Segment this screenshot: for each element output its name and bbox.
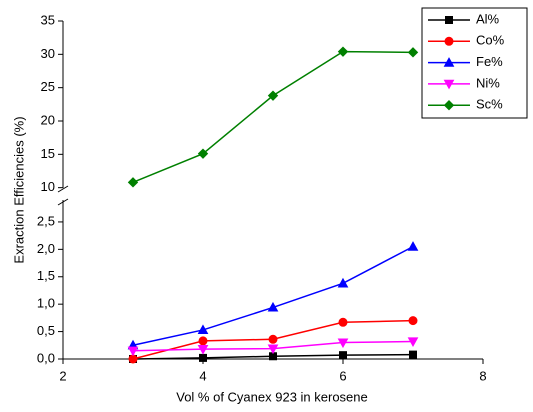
marker: [198, 336, 208, 346]
marker: [407, 47, 419, 58]
marker: [409, 350, 417, 359]
x-tick-label: 2: [59, 368, 66, 383]
legend-marker: [443, 99, 455, 111]
x-axis-title: Vol % of Cyanex 923 in kerosene: [176, 389, 368, 404]
y-tick-label: 0,5: [37, 323, 55, 338]
y2-tick-label: 35: [41, 12, 55, 27]
marker: [339, 351, 347, 360]
marker: [337, 277, 349, 288]
marker: [338, 317, 348, 327]
marker: [197, 345, 209, 355]
marker: [197, 324, 209, 335]
y-tick-label: 2,5: [37, 213, 55, 228]
marker: [127, 346, 139, 357]
marker: [408, 316, 418, 326]
marker: [268, 334, 278, 344]
y-tick-label: 1,5: [37, 268, 55, 283]
legend-marker: [445, 16, 453, 24]
y-tick-label: 2,0: [37, 241, 55, 256]
y2-tick-label: 15: [41, 146, 55, 161]
legend-marker: [444, 36, 454, 46]
marker: [197, 148, 209, 159]
axis-break: [57, 185, 69, 193]
marker: [337, 46, 349, 57]
x-tick-label: 8: [479, 368, 486, 383]
marker: [407, 337, 419, 347]
y2-tick-label: 25: [41, 79, 55, 94]
x-tick-label: 6: [339, 368, 346, 383]
y2-tick-label: 20: [41, 112, 55, 127]
y2-tick-label: 10: [41, 179, 55, 194]
marker: [267, 90, 279, 101]
legend-marker: [443, 57, 455, 67]
series-line: [132, 245, 414, 347]
marker: [337, 338, 349, 349]
x-tick-label: 4: [199, 368, 206, 383]
marker: [267, 301, 279, 312]
y2-tick-label: 30: [41, 46, 55, 61]
legend-label: Ni%: [476, 75, 500, 90]
marker: [407, 241, 419, 251]
legend-label: Sc%: [476, 97, 503, 112]
axis-break: [57, 198, 69, 206]
legend-label: Al%: [476, 11, 500, 26]
y-axis-title: Exraction Efficiencies (%): [11, 116, 26, 263]
y-tick-label: 0,0: [37, 350, 55, 365]
series-line: [132, 50, 414, 184]
marker: [199, 353, 207, 362]
marker: [267, 344, 279, 355]
marker: [127, 177, 139, 188]
y-tick-label: 1,0: [37, 296, 55, 311]
legend-label: Fe%: [476, 54, 503, 69]
legend-marker: [443, 79, 455, 90]
legend-label: Co%: [476, 33, 505, 48]
